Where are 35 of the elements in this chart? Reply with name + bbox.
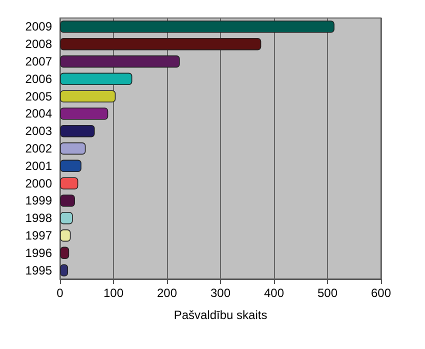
y-tick-label: 2004 <box>25 106 52 121</box>
x-tick-label: 100 <box>103 286 124 300</box>
x-tick-label: 300 <box>210 286 231 300</box>
x-tick-label: 400 <box>264 286 284 300</box>
y-tick-label: 2001 <box>25 158 52 173</box>
y-tick-label: 1999 <box>25 194 52 208</box>
y-tick-label: 2009 <box>25 20 52 34</box>
y-tick-label: 2007 <box>25 54 52 68</box>
y-tick-label: 2002 <box>25 142 52 156</box>
y-tick-label: 2003 <box>25 124 52 138</box>
y-tick-label: 2008 <box>25 37 52 52</box>
x-tick-label: 0 <box>56 286 64 300</box>
bar <box>60 125 95 138</box>
bar <box>60 108 108 120</box>
bar <box>60 194 75 207</box>
y-tick-label: 2005 <box>25 89 52 104</box>
bar <box>60 38 262 50</box>
y-tick-label: 1998 <box>25 211 52 226</box>
y-tick-label: 2000 <box>25 176 52 190</box>
bar <box>60 90 116 102</box>
bar <box>60 20 334 33</box>
bar <box>60 160 82 172</box>
y-tick-label: 1997 <box>25 228 52 242</box>
bar <box>60 177 78 190</box>
y-tick-label: 2006 <box>25 72 52 86</box>
x-tick-label: 600 <box>370 286 392 300</box>
x-tick-label: 200 <box>156 286 178 300</box>
bar <box>60 212 73 224</box>
bar <box>60 72 132 85</box>
bar <box>60 55 180 68</box>
x-tick-label: 500 <box>317 286 338 300</box>
y-tick-label: 1996 <box>25 246 52 260</box>
x-axis-title: Pašvaldību skaits <box>174 308 268 322</box>
bar <box>60 142 86 155</box>
y-tick-label: 1995 <box>25 263 52 278</box>
